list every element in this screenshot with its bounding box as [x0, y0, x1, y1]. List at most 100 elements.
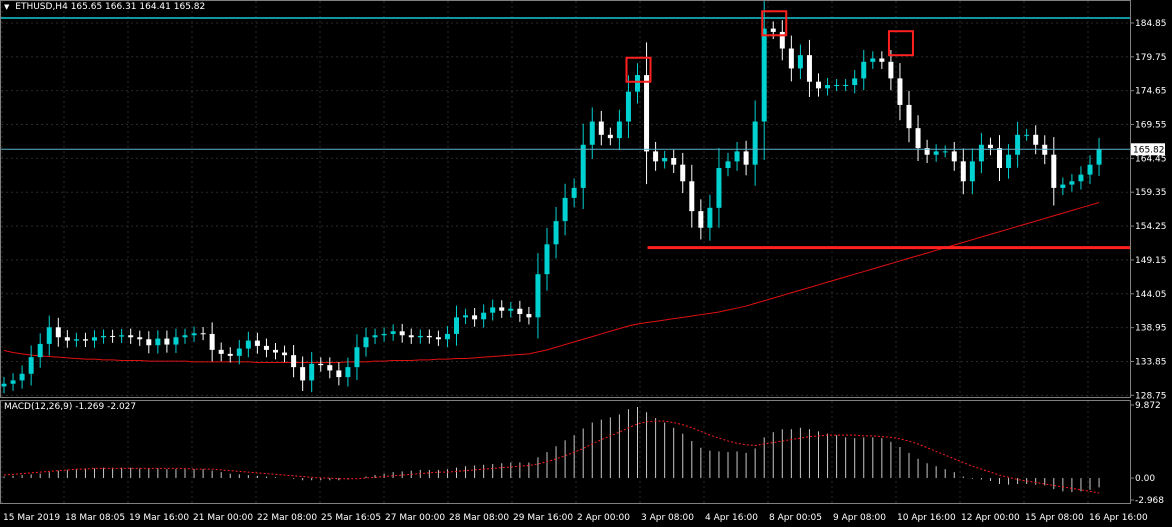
candle-bull[interactable] [834, 79, 840, 91]
candle-bear[interactable] [698, 199, 704, 240]
candle-bull[interactable] [463, 308, 469, 325]
candle-bear[interactable] [146, 331, 152, 354]
candle-bear[interactable] [906, 90, 912, 143]
highlight-marker-box[interactable] [887, 30, 914, 57]
candle-bull[interactable] [861, 50, 867, 91]
chevron-down-icon[interactable]: ▼ [4, 3, 10, 11]
candle-bear[interactable] [816, 73, 821, 97]
candle-bear[interactable] [924, 139, 930, 164]
candle-bull[interactable] [707, 194, 713, 241]
candle-bear[interactable] [1033, 125, 1039, 155]
candle-bear[interactable] [806, 39, 812, 97]
candle-bull[interactable] [571, 178, 577, 208]
candle-bear[interactable] [644, 42, 650, 185]
candle-bull[interactable] [580, 123, 586, 209]
candle-bull[interactable] [1015, 121, 1021, 168]
candle-bull[interactable] [535, 253, 541, 339]
candle-bear[interactable] [526, 306, 532, 325]
candle-bull[interactable] [481, 304, 487, 328]
candle-bull[interactable] [417, 329, 423, 344]
candle-bear[interactable] [987, 137, 993, 156]
candle-bull[interactable] [797, 44, 803, 80]
candle-bear[interactable] [137, 330, 143, 346]
candle-bear[interactable] [291, 345, 297, 378]
candle-bull[interactable] [734, 141, 740, 171]
candle-bull[interactable] [236, 340, 242, 365]
candle-bull[interactable] [752, 100, 758, 186]
candle-bull[interactable] [19, 365, 25, 389]
candle-bull[interactable] [662, 150, 668, 169]
candle-bull[interactable] [363, 327, 369, 357]
candle-bear[interactable] [770, 21, 776, 40]
candle-bear[interactable] [209, 322, 215, 362]
candle-bull[interactable] [589, 107, 595, 159]
candle-bull[interactable] [245, 331, 251, 358]
candle-bull[interactable] [852, 70, 858, 94]
candle-bull[interactable] [933, 144, 939, 162]
candle-bear[interactable] [254, 332, 260, 354]
candle-bull[interactable] [73, 332, 79, 348]
candle-bull[interactable] [553, 206, 559, 259]
highlight-marker-box[interactable] [625, 56, 652, 83]
candle-bear[interactable] [55, 317, 61, 347]
candle-bear[interactable] [64, 330, 70, 348]
candle-bear[interactable] [997, 135, 1002, 181]
candle-bull[interactable] [490, 299, 496, 321]
candle-bull[interactable] [28, 345, 34, 386]
candle-bull[interactable] [508, 302, 514, 318]
horizontal-levels[interactable]: 165.82 [1, 17, 1165, 250]
candle-bear[interactable] [879, 51, 885, 69]
candle-bull[interactable] [345, 357, 351, 387]
candle-bull[interactable] [969, 148, 975, 195]
candle-bear[interactable] [327, 357, 333, 379]
candle-bear[interactable] [218, 342, 224, 362]
candle-bull[interactable] [1024, 128, 1030, 141]
candle-bear[interactable] [426, 329, 432, 344]
candle-bull[interactable] [390, 324, 396, 341]
candle-bear[interactable] [779, 20, 785, 61]
candle-bull[interactable] [191, 326, 197, 342]
candle-bull[interactable] [1087, 155, 1093, 185]
candle-bull[interactable] [444, 326, 450, 348]
candle-bear[interactable] [888, 50, 894, 91]
candle-bear[interactable] [318, 357, 324, 372]
candle-bear[interactable] [128, 328, 134, 344]
candle-bull[interactable] [616, 109, 622, 150]
candle-bull[interactable] [37, 333, 43, 368]
highlight-markers[interactable] [625, 10, 914, 83]
candle-bear[interactable] [472, 307, 478, 327]
candle-bull[interactable] [10, 373, 16, 391]
candle-bear[interactable] [263, 338, 269, 358]
candle-bull[interactable] [716, 148, 722, 228]
candle-bear[interactable] [897, 63, 903, 121]
candle-bull[interactable] [372, 328, 378, 344]
candle-bear[interactable] [200, 327, 206, 341]
candle-bear[interactable] [399, 323, 405, 343]
candle-bull[interactable] [381, 327, 387, 342]
candle-bear[interactable] [273, 342, 278, 360]
candle-bull[interactable] [92, 330, 97, 348]
candle-bear[interactable] [517, 300, 523, 322]
candle-bear[interactable] [82, 332, 88, 348]
candle-bull[interactable] [625, 75, 631, 138]
candle-bull[interactable] [1078, 166, 1084, 190]
candle-bear[interactable] [915, 115, 921, 162]
candle-bull[interactable] [354, 334, 360, 381]
candle-bull[interactable] [942, 145, 948, 158]
candle-bull[interactable] [454, 305, 459, 346]
candle-bull[interactable] [46, 315, 52, 356]
candle-bull[interactable] [101, 329, 107, 344]
candle-bear[interactable] [110, 329, 116, 343]
candle-bear[interactable] [743, 140, 749, 176]
candle-bull[interactable] [173, 328, 179, 354]
candle-bull[interactable] [725, 153, 731, 177]
candle-bull[interactable] [309, 352, 315, 393]
candle-bull[interactable] [1060, 177, 1066, 196]
candle-bull[interactable] [1, 376, 7, 394]
candle-bull[interactable] [544, 227, 550, 291]
candle-bear[interactable] [408, 328, 414, 344]
candle-bear[interactable] [951, 141, 957, 171]
candlesticks[interactable] [1, 0, 1102, 394]
candle-bear[interactable] [435, 330, 441, 346]
